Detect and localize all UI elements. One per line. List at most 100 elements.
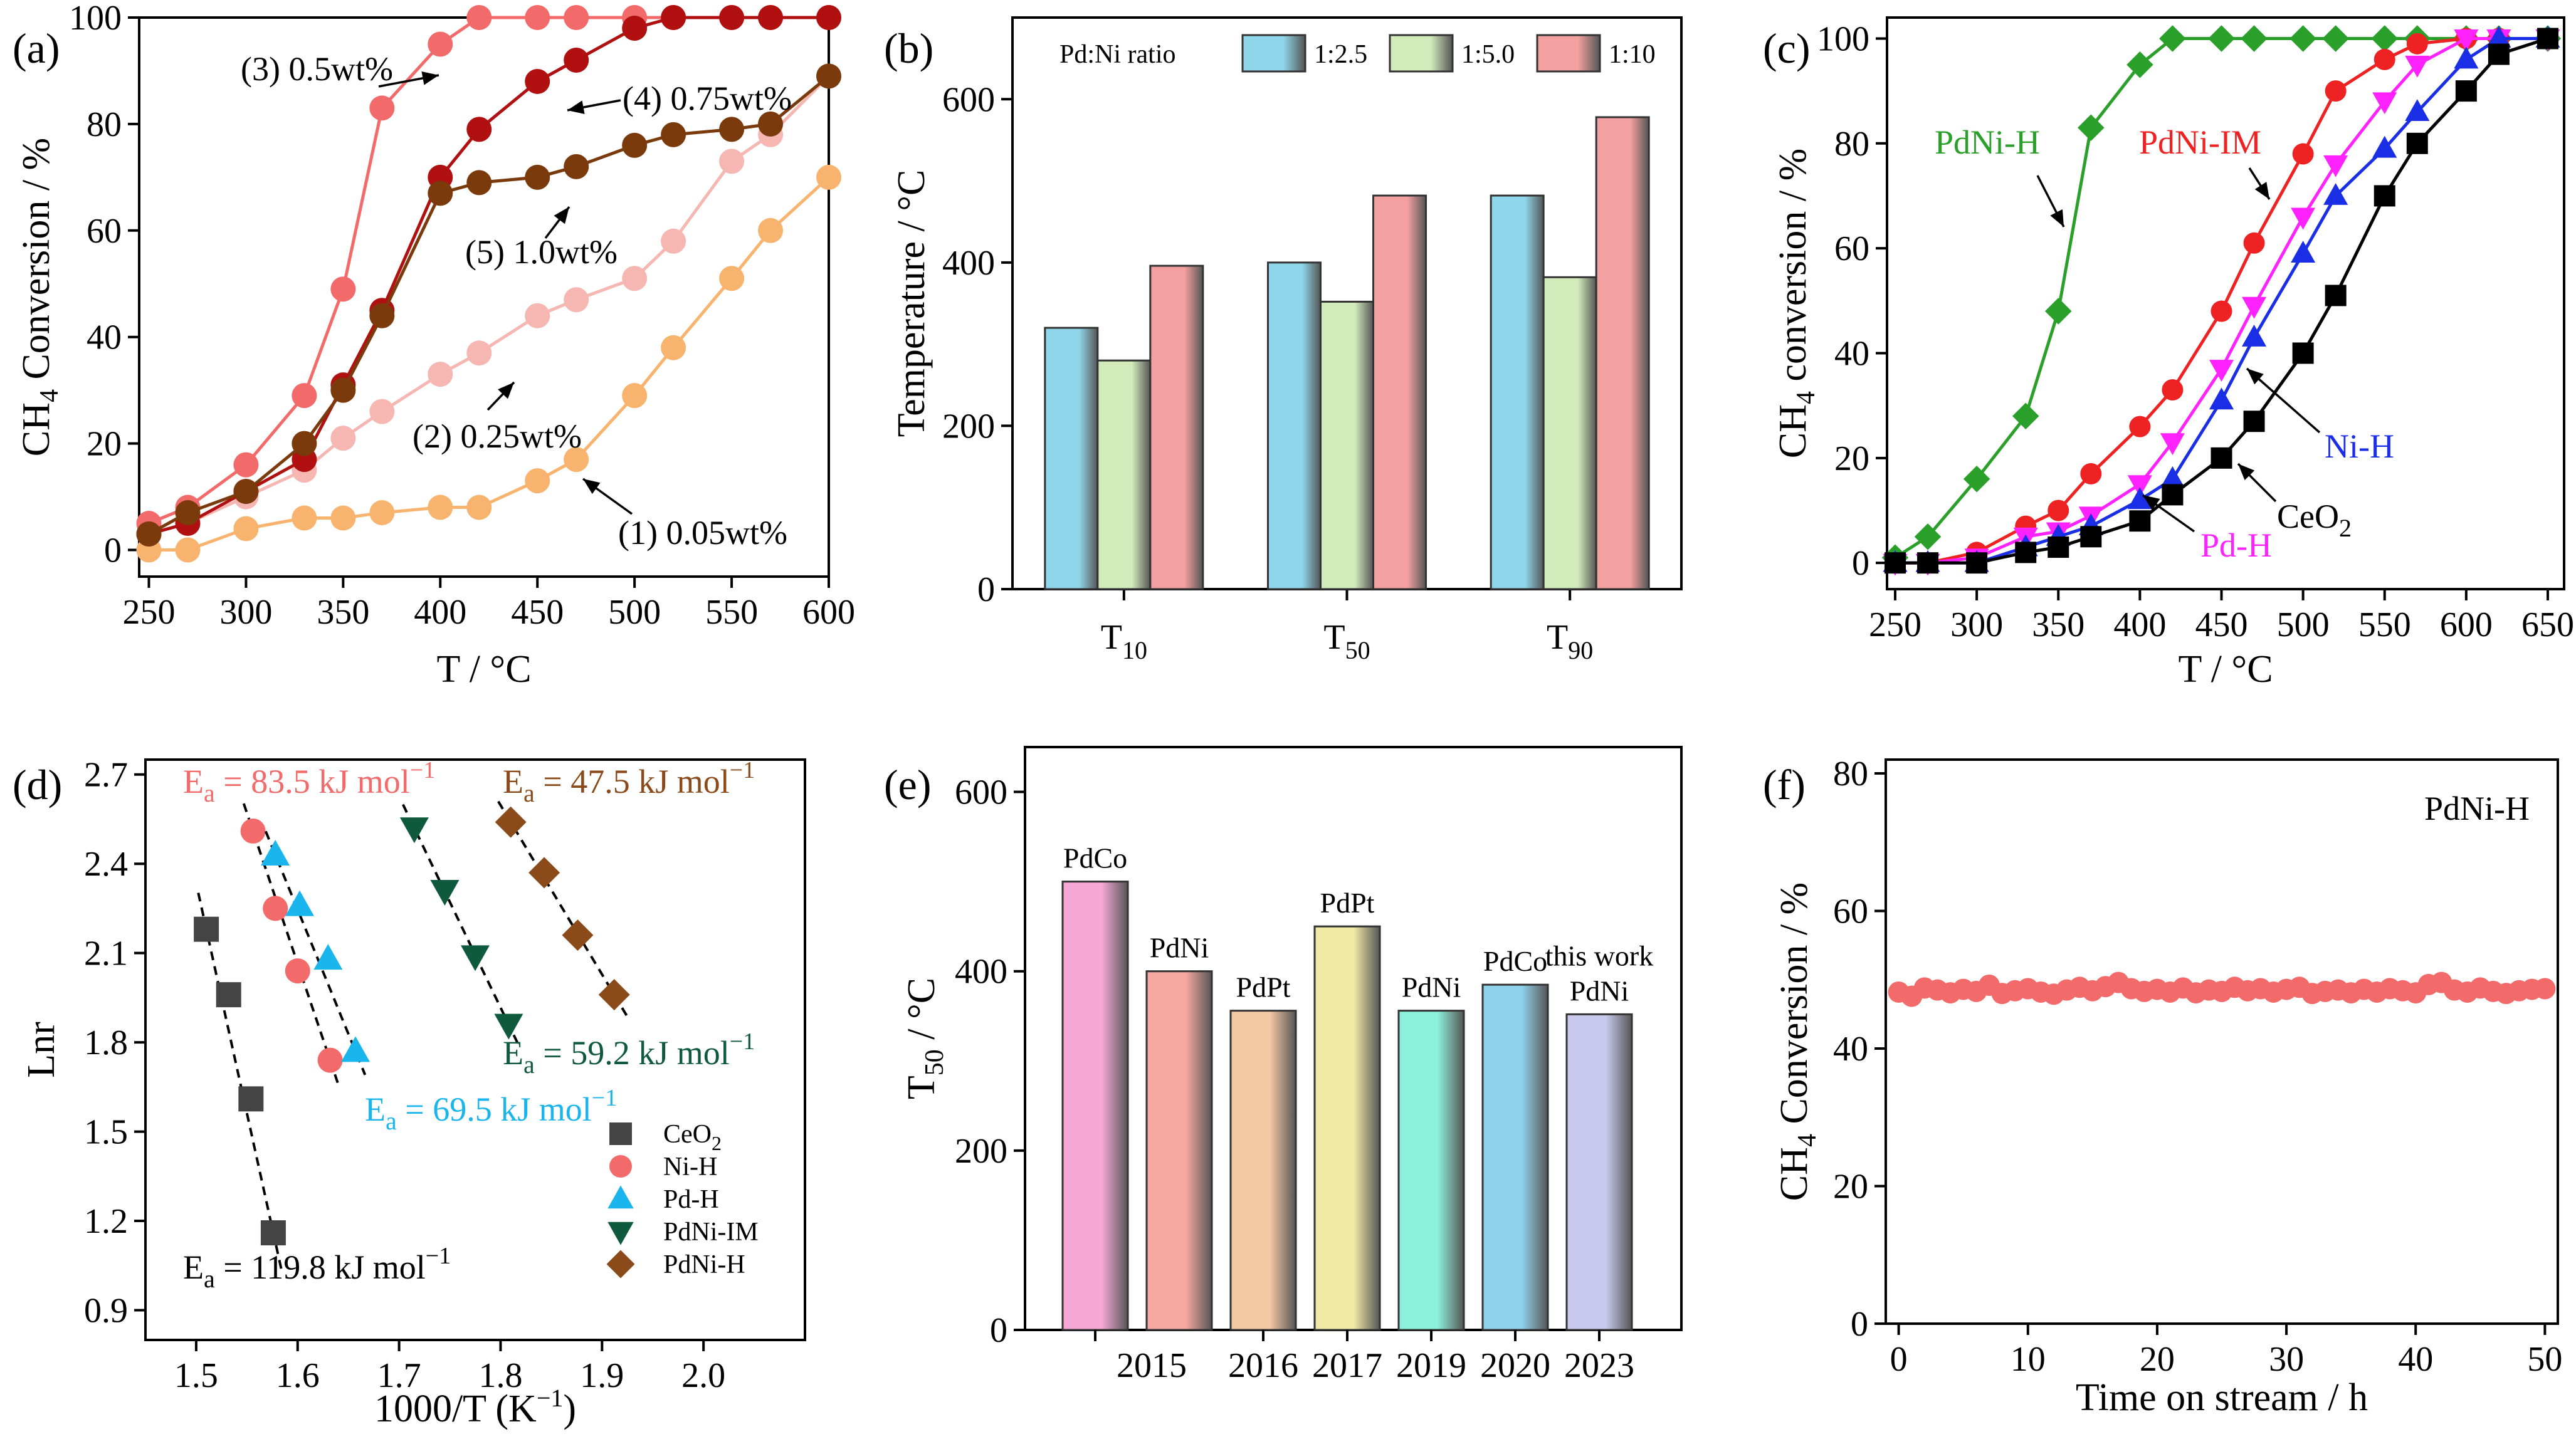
panel-e: 0 200 400 600 PdCo 2015 PdNi PdPt 2016 PdPt 2017 Pd… xyxy=(884,746,1683,1385)
panel-a-series-label: (2) 0.25wt% xyxy=(413,417,582,455)
panel-c-xtick-label: 450 xyxy=(2195,605,2247,644)
panel-a-xtick-label: 250 xyxy=(122,593,175,632)
panel-a-point xyxy=(175,537,201,563)
panel-a-point xyxy=(428,180,453,206)
panel-b-bar xyxy=(1372,194,1427,590)
panel-b-legend-swatch xyxy=(1241,34,1306,73)
panel-c-point xyxy=(2372,92,2397,115)
panel-e-ytick-label: 200 xyxy=(955,1132,1007,1171)
panel-e-bar xyxy=(1145,970,1213,1331)
panel-c-point xyxy=(2208,25,2235,52)
panel-c-point xyxy=(2289,25,2316,52)
panel-c-leader-ceo2-head xyxy=(2238,464,2255,481)
panel-a-ytick-label: 100 xyxy=(69,0,122,38)
panel-d-xtick-label: 1.8 xyxy=(478,1356,522,1395)
panel-d-ea-label: Ea = 47.5 kJ mol−1 xyxy=(503,757,755,807)
panel-f-xtick-label: 50 xyxy=(2527,1340,2562,1379)
panel-d-legend-label: Ni-H xyxy=(663,1153,717,1181)
panel-c-point xyxy=(2211,300,2232,322)
panel-c-point xyxy=(2048,500,2069,521)
panel-c-xtick-label: 600 xyxy=(2440,605,2493,644)
panel-c-xtick-label: 500 xyxy=(2277,605,2330,644)
panel-d-point xyxy=(285,890,315,916)
panel-d-point xyxy=(430,879,460,906)
panel-d-xtick-label: 2.0 xyxy=(681,1356,725,1395)
panel-b-bar xyxy=(1320,300,1374,590)
panel-e-ytick-label: 600 xyxy=(955,773,1007,812)
panel-d-point xyxy=(317,1047,343,1073)
panel-c-point xyxy=(2080,526,2102,548)
panel-a-point xyxy=(369,303,395,328)
panel-c-label: (c) xyxy=(1763,24,1810,72)
panel-a-point xyxy=(428,362,453,387)
panel-b-bar xyxy=(1595,116,1650,590)
panel-a-label: (a) xyxy=(13,24,60,72)
panel-a-point xyxy=(719,149,745,174)
panel-c-label-ni-h: Ni-H xyxy=(2325,427,2394,465)
panel-a-series-label: (4) 0.75wt% xyxy=(623,80,792,117)
panel-d-ytick-label: 0.9 xyxy=(84,1292,128,1331)
panel-b-category-label: T10 xyxy=(1101,618,1147,664)
panel-c-point xyxy=(2291,207,2316,230)
panel-a-point xyxy=(719,266,745,291)
panel-e-ytick-label: 400 xyxy=(955,953,1007,991)
panel-e-category-label: 2023 xyxy=(1564,1346,1634,1385)
panel-c-leader-pdni-h-head xyxy=(2050,209,2064,227)
panel-d-point xyxy=(261,839,290,866)
panel-d-ea-label: Ea = 69.5 kJ mol−1 xyxy=(365,1085,617,1135)
panel-d-ea-label: Ea = 83.5 kJ mol−1 xyxy=(183,757,435,807)
panel-a-leader-head xyxy=(567,100,585,115)
panel-c-point xyxy=(2080,463,2102,484)
panel-f-xtick-label: 30 xyxy=(2269,1340,2304,1379)
panel-d-legend-marker xyxy=(607,1185,634,1209)
panel-e-bar-label: PdNi xyxy=(1570,975,1629,1007)
panel-a-point xyxy=(369,399,395,424)
panel-c-point xyxy=(2127,51,2153,78)
panel-b-bar xyxy=(1096,359,1152,590)
panel-f-ytick-label: 0 xyxy=(1851,1305,1868,1344)
panel-a-point xyxy=(233,452,259,478)
panel-c-point xyxy=(2159,25,2186,52)
panel-c-series-line xyxy=(1894,36,2548,559)
panel-a-point xyxy=(175,500,201,526)
panel-d-ytick-label: 1.8 xyxy=(84,1023,128,1062)
panel-d-fit-line xyxy=(402,803,522,1049)
panel-a-point xyxy=(136,521,162,547)
panel-c-point xyxy=(2322,25,2349,52)
panel-c-point xyxy=(2537,28,2558,50)
panel-e-bar-label: PdNi xyxy=(1150,932,1209,964)
panel-d-point xyxy=(194,916,219,942)
panel-c-point xyxy=(2325,80,2347,102)
panel-a-ylabel: CH4 Conversion / % xyxy=(15,138,64,456)
panel-c-label-pdni-h: PdNi-H xyxy=(1935,123,2040,161)
panel-a-point xyxy=(525,68,550,94)
panel-f-label: (f) xyxy=(1763,761,1806,808)
panel-f-ytick-label: 20 xyxy=(1833,1167,1868,1206)
panel-a-xlabel: T / °C xyxy=(436,648,531,691)
panel-e-ytick-label: 0 xyxy=(990,1311,1007,1350)
panel-a-point xyxy=(564,154,589,179)
panel-c-point xyxy=(2455,80,2477,102)
panel-a-leader-head xyxy=(421,71,439,85)
panel-b-category-label: T90 xyxy=(1547,618,1593,664)
panel-c-point xyxy=(1917,552,1939,574)
panel-c-leader-pdni-im-head xyxy=(2254,182,2269,199)
panel-e-bar xyxy=(1481,983,1549,1331)
panel-a-point xyxy=(758,111,784,137)
panel-d-point xyxy=(313,944,343,970)
panel-d-point xyxy=(263,896,288,921)
panel-a-point xyxy=(428,494,453,520)
panel-d-point xyxy=(528,857,560,889)
panel-f-ytick-label: 80 xyxy=(1833,755,1868,793)
panel-c-leader-pd-h-head xyxy=(2143,495,2160,510)
panel-e-bar-label: PdPt xyxy=(1236,971,1291,1003)
panel-a-xtick-label: 600 xyxy=(802,593,855,632)
panel-c-ytick-label: 0 xyxy=(1852,544,1869,583)
panel-c-point xyxy=(2486,26,2511,48)
panel-d-point xyxy=(598,979,630,1011)
panel-c-point xyxy=(2291,241,2316,263)
panel-c-point xyxy=(2209,387,2234,410)
panel-d-legend-label: Pd-H xyxy=(663,1185,719,1214)
panel-b-bar xyxy=(1044,327,1099,590)
panel-b-category-label: T50 xyxy=(1323,618,1370,664)
